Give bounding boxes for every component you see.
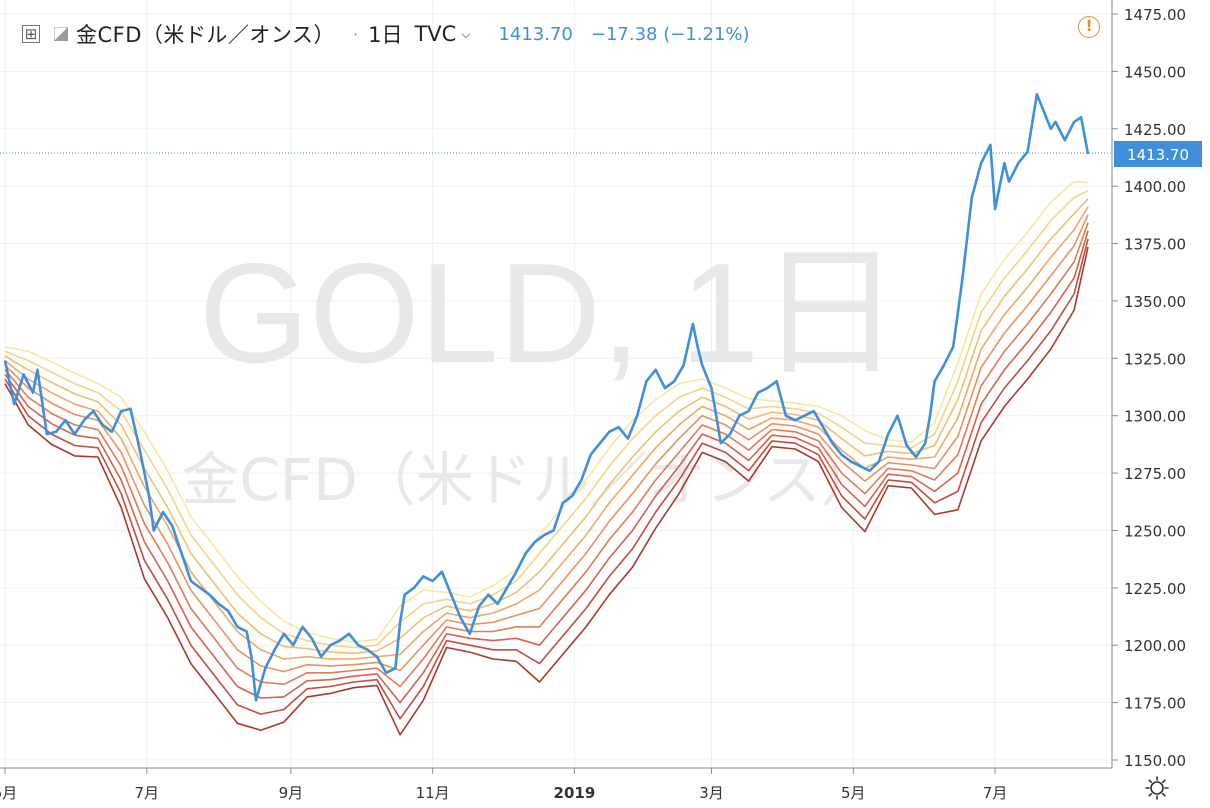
ma-line-1 — [4, 180, 1089, 643]
price-axis-label: 1425.00 — [1124, 121, 1186, 139]
last-price-label-text: 1413.70 — [1127, 146, 1189, 164]
watermark: GOLD, 1日 金CFD（米ドル／オンス） — [181, 234, 901, 514]
price-axis-label: 1175.00 — [1124, 695, 1186, 713]
price-change: −17.38 (−1.21%) — [590, 23, 750, 45]
time-axis-label: 11月 — [416, 784, 450, 802]
ma-line-2 — [4, 189, 1089, 649]
gear-icon[interactable] — [1144, 775, 1170, 801]
chart-legend: ⊞ 金CFD（米ドル／オンス） · 1日 TVC ⌵ 1413.70 −17.3… — [0, 14, 750, 54]
ma-line-5 — [4, 214, 1089, 673]
price-axis-label: 1200.00 — [1124, 637, 1186, 655]
interval-label[interactable]: 1日 — [368, 23, 403, 47]
collapse-toggle-button[interactable]: ⊞ — [22, 25, 40, 43]
time-axis[interactable]: 5月 7月 9月 11月 2019 3月 5月 7月 — [0, 768, 1007, 802]
price-axis-label: 1150.00 — [1124, 752, 1186, 770]
price-series[interactable] — [3, 93, 1090, 702]
chevron-down-icon[interactable]: ⌵ — [461, 26, 471, 41]
last-price-value: 1413.70 — [498, 23, 573, 45]
ma-line-7 — [4, 230, 1089, 704]
symbol-title[interactable]: 金CFD（米ドル／オンス） — [76, 23, 335, 47]
watermark-symbol: GOLD, 1日 — [199, 234, 901, 393]
time-axis-label: 3月 — [699, 784, 724, 802]
price-axis-label: 1400.00 — [1124, 178, 1186, 196]
price-axis-label: 1225.00 — [1124, 580, 1186, 598]
last-price-label: 1413.70 — [1114, 141, 1202, 167]
ma-line-4 — [4, 206, 1089, 660]
square-icon — [54, 27, 68, 41]
separator-dot: · — [353, 24, 359, 44]
time-axis-label: 9月 — [279, 784, 304, 802]
price-axis-label: 1300.00 — [1124, 408, 1186, 426]
price-line[interactable] — [3, 93, 1090, 702]
price-axis-label: 1375.00 — [1124, 236, 1186, 254]
warning-icon[interactable]: ! — [1078, 16, 1100, 38]
time-axis-label: 5月 — [0, 784, 17, 802]
price-axis-label: 1325.00 — [1124, 350, 1186, 368]
ma-line-3 — [4, 198, 1089, 655]
grid-lines — [0, 0, 1112, 768]
price-axis[interactable]: 1150.00 1175.00 1200.00 1225.00 1250.00 1275.… — [1112, 6, 1186, 770]
time-axis-label: 5月 — [841, 784, 866, 802]
price-axis-label: 1475.00 — [1124, 6, 1186, 24]
time-axis-label: 7月 — [983, 784, 1008, 802]
price-axis-label: 1450.00 — [1124, 63, 1186, 81]
ma-line-9 — [4, 246, 1089, 736]
ma-line-6 — [4, 222, 1089, 688]
time-axis-label: 7月 — [134, 784, 159, 802]
last-price-label-bg — [1114, 141, 1202, 167]
source-label[interactable]: TVC — [414, 22, 457, 46]
price-axis-label: 1250.00 — [1124, 522, 1186, 540]
watermark-description: 金CFD（米ドル／オンス） — [181, 446, 878, 514]
ma-ribbon — [4, 180, 1089, 736]
ma-line-8 — [4, 238, 1089, 720]
price-axis-label: 1350.00 — [1124, 293, 1186, 311]
time-axis-label: 2019 — [554, 784, 596, 802]
price-axis-label: 1275.00 — [1124, 465, 1186, 483]
